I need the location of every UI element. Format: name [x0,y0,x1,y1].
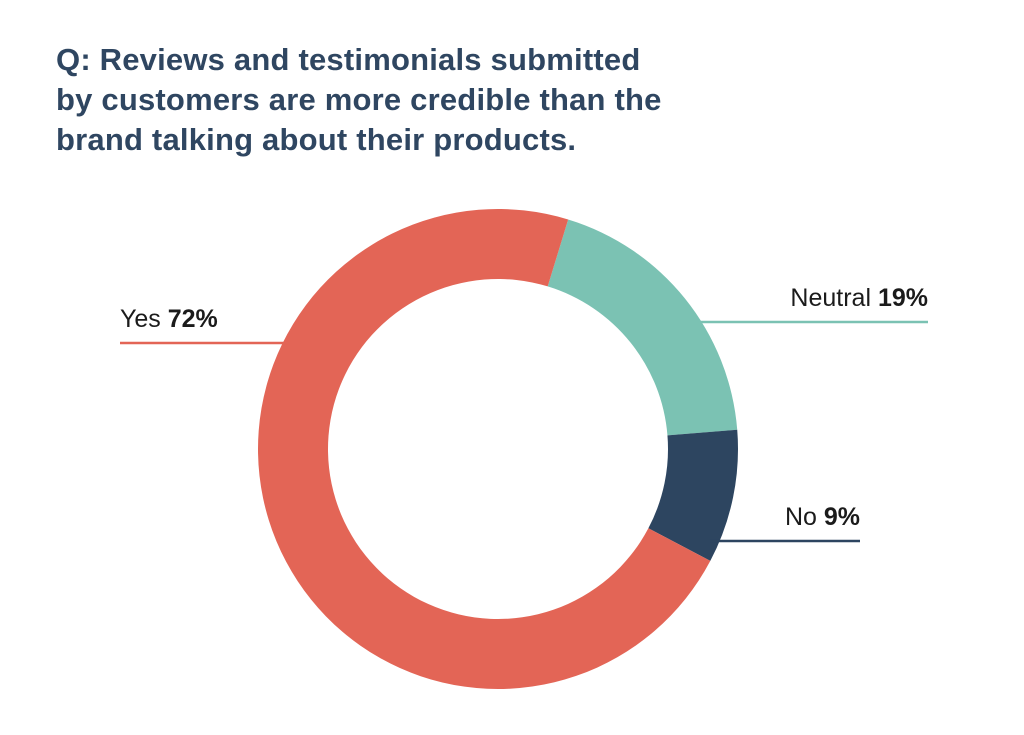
slice-name-no: No [785,503,817,531]
slice-value-yes: 72% [168,305,218,333]
chart-title-line-1: Q: Reviews and testimonials submitted [56,42,641,77]
donut-slice-yes [258,209,711,690]
slice-name-yes: Yes [120,305,161,333]
chart-title: Q: Reviews and testimonials submitted by… [56,40,756,160]
slice-label-neutral: Neutral 19% [790,284,928,312]
donut-slice-no [648,429,739,561]
slice-value-no: 9% [824,503,860,531]
chart-title-line-3: brand talking about their products. [56,122,577,157]
donut-slices [258,209,739,690]
donut-slice-neutral [547,219,738,436]
slice-value-neutral: 19% [878,284,928,312]
slice-label-yes: Yes 72% [120,305,218,333]
leader-lines [120,320,928,543]
slice-name-neutral: Neutral [790,284,871,312]
chart-title-line-2: by customers are more credible than the [56,82,662,117]
slice-label-no: No 9% [785,503,860,531]
